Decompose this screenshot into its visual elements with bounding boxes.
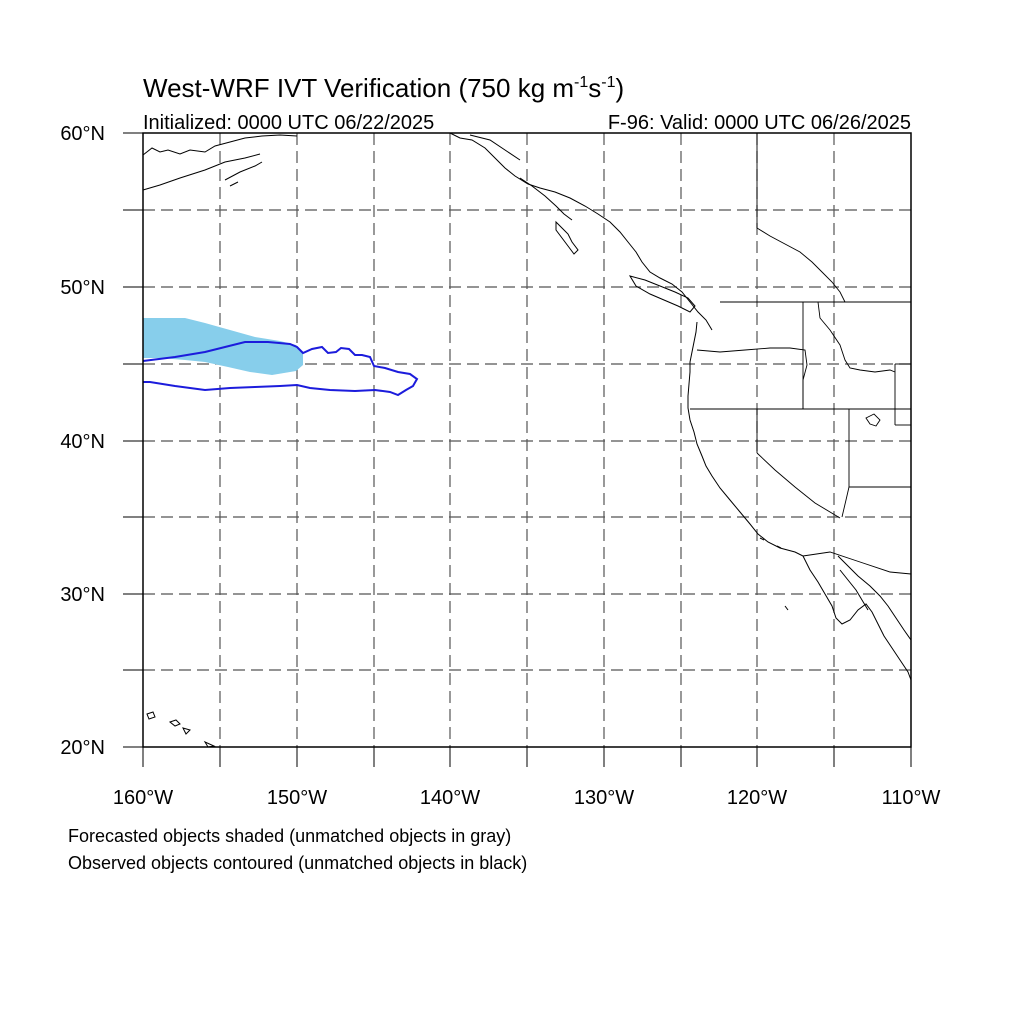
- init-time-label: Initialized: 0000 UTC 06/22/2025: [143, 112, 434, 134]
- lon-label: 110°W: [882, 787, 941, 809]
- axis-ticks: [123, 132, 912, 767]
- longitude-labels: 160°W 150°W 140°W 130°W 120°W 110°W: [113, 787, 941, 809]
- lon-label: 130°W: [574, 787, 634, 809]
- lon-label: 160°W: [113, 787, 173, 809]
- lon-label: 150°W: [267, 787, 327, 809]
- map-frame: [142, 132, 912, 748]
- legend-forecast-note: Forecasted objects shaded (unmatched obj…: [68, 826, 511, 846]
- lat-label: 20°N: [60, 737, 105, 759]
- lat-label: 30°N: [60, 584, 105, 606]
- lat-label: 60°N: [60, 123, 105, 145]
- map-title: West-WRF IVT Verification (750 kg m-1s-1…: [143, 73, 624, 103]
- lon-label: 120°W: [727, 787, 787, 809]
- lat-label: 50°N: [60, 277, 105, 299]
- lon-label: 140°W: [420, 787, 480, 809]
- state-borders: [690, 133, 912, 575]
- grid-lines: [143, 133, 911, 747]
- observed-ivt-contour: [142, 341, 419, 397]
- legend-observed-note: Observed objects contoured (unmatched ob…: [68, 853, 527, 873]
- lat-label: 40°N: [60, 431, 105, 453]
- coastlines: [142, 132, 912, 748]
- valid-time-label: F-96: Valid: 0000 UTC 06/26/2025: [608, 112, 911, 134]
- latitude-labels: 60°N 50°N 40°N 30°N 20°N: [60, 123, 105, 759]
